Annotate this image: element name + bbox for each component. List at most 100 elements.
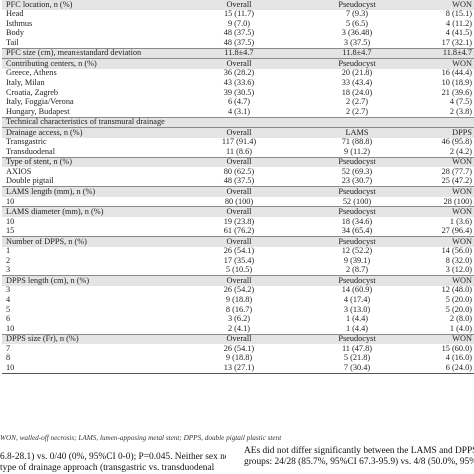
- overall-value: 17 (35.4): [223, 256, 255, 265]
- group-a-value: Pseudocyst: [298, 186, 416, 197]
- overall-value: 26 (54.2): [223, 285, 255, 295]
- group-b-value: 10 (18.9): [441, 78, 472, 87]
- table-row: Tail 48 (37.5) 3 (37.5) 17 (32.1): [2, 38, 474, 48]
- group-a-value: [298, 116, 416, 128]
- group-b-value: WON: [416, 186, 474, 197]
- row-label: 1: [6, 246, 11, 256]
- group-a-value: 11 (47.8): [341, 344, 373, 353]
- row-label: 8: [6, 353, 11, 363]
- group-a-value: 2 (2.7): [345, 97, 369, 107]
- overall-value: 117 (91.4): [221, 137, 257, 147]
- overall-value: 80 (100): [224, 196, 254, 206]
- table-row: 3 26 (54.2) 14 (60.9) 12 (48.0): [2, 286, 474, 296]
- group-b-value: 2 (8.0): [449, 314, 472, 324]
- overall-value: 2 (4.1): [227, 324, 251, 333]
- overall-value: 13 (27.1): [180, 363, 298, 374]
- group-b-value: 2 (4.2): [449, 147, 472, 156]
- row-label: Number of DPPS, n (%): [2, 236, 180, 247]
- table-row: 5 8 (16.7) 3 (13.0) 5 (20.0): [2, 305, 474, 315]
- row-label: 5: [6, 304, 11, 314]
- group-a-value: Pseudocyst: [298, 206, 416, 218]
- table-row: Italy, Foggia/Verona 6 (4.7) 2 (2.7) 4 (7.5…: [2, 97, 474, 107]
- group-a-value: 5 (21.8): [343, 353, 371, 363]
- row-label: Head: [6, 9, 24, 19]
- row-label: 3: [6, 285, 11, 295]
- overall-value: Overall: [180, 156, 298, 168]
- group-a-value: 3 (13.0): [343, 304, 371, 314]
- table-row: Transduodenal 11 (8.6) 9 (11.2) 2 (4.2): [2, 147, 474, 157]
- overall-value: 26 (54.1): [223, 344, 255, 353]
- row-label: 10: [6, 196, 15, 206]
- group-b-value: 4 (7.5): [449, 97, 472, 107]
- overall-value: Overall: [180, 333, 298, 345]
- overall-value: 15 (11.7): [223, 9, 255, 19]
- group-b-value: WON: [416, 156, 474, 168]
- row-label: 10: [2, 363, 180, 374]
- group-a-value: Pseudocyst: [298, 58, 416, 69]
- row-label: 10: [6, 217, 15, 226]
- overall-value: 8 (16.7): [225, 304, 253, 314]
- row-label: 4: [6, 295, 11, 305]
- table-row: 6 3 (6.2) 1 (4.4) 2 (8.0): [2, 315, 474, 325]
- overall-value: Overall: [180, 236, 298, 247]
- table-section-header-row: LAMS length (mm), n (%) Overall Pseudocyst…: [2, 186, 474, 197]
- table-section-header-row: DPPS size (Fr), n (%) Overall Pseudocyst WO…: [2, 333, 474, 345]
- table-section-header-row: PFC location, n (%) Overall Pseudocyst WON: [2, 0, 474, 10]
- table-row: 2 17 (35.4) 9 (39.1) 8 (32.0): [2, 256, 474, 266]
- group-b-value: WON: [416, 333, 474, 345]
- row-label: Italy, Foggia/Verona: [6, 97, 74, 107]
- group-a-value: 33 (43.4): [341, 78, 373, 87]
- group-b-value: 21 (39.6): [441, 87, 472, 97]
- group-a-value: 7 (9.3): [345, 9, 369, 19]
- body-text-line: groups: 24/28 (85.7%, 95%CI 67.3-95.9) v…: [244, 457, 474, 467]
- table-row: 10 80 (100) 52 (100) 28 (100): [2, 197, 474, 207]
- row-label: DPPS length (cm), n (%): [2, 275, 180, 286]
- overall-value: 19 (23.8): [223, 217, 255, 226]
- group-b-value: WON: [416, 58, 474, 69]
- body-text-line: type of drainage approach (transgastric …: [0, 463, 215, 473]
- group-b-value: DPPS: [416, 127, 474, 138]
- group-a-value: 20 (21.8): [341, 68, 373, 78]
- row-label: 2: [6, 256, 11, 265]
- group-b-value: 11.8±4.7: [416, 47, 474, 59]
- row-label: 15: [6, 226, 15, 236]
- group-b-value: 25 (47.2): [441, 176, 472, 186]
- table-row: Hungary, Budapest 4 (3.1) 2 (2.7) 2 (3.8): [2, 107, 474, 117]
- row-label: AXIOS: [6, 167, 32, 176]
- table-row: Transgastric 117 (91.4) 71 (88.8) 46 (95.8): [2, 138, 474, 148]
- overall-value: 26 (54.1): [223, 246, 255, 256]
- group-a-value: 18 (24.0): [341, 87, 373, 97]
- overall-value: [180, 116, 298, 128]
- group-b-value: WON: [416, 206, 474, 218]
- table-row: 8 9 (18.8) 5 (21.8) 4 (16.0): [2, 354, 474, 364]
- row-label: Tail: [6, 38, 19, 47]
- group-a-value: 34 (65.4): [341, 226, 373, 236]
- group-b-value: 5 (20.0): [445, 295, 472, 305]
- row-label: 10: [6, 324, 15, 333]
- group-a-value: Pseudocyst: [298, 236, 416, 247]
- group-a-value: 9 (39.1): [343, 256, 371, 265]
- table-section-header-row: Number of DPPS, n (%) Overall Pseudocyst WO…: [2, 236, 474, 247]
- table-section-header-row: PFC size (cm), mean±standard deviation 11…: [2, 47, 474, 59]
- overall-value: 9 (7.0): [227, 19, 251, 28]
- group-a-value: 52 (100): [342, 196, 372, 206]
- group-a-value: 2 (8.7): [345, 265, 369, 275]
- group-a-value: 2 (2.7): [345, 107, 369, 116]
- table-row: Croatia, Zagreb 39 (30.5) 18 (24.0) 21 (39.…: [2, 88, 474, 98]
- overall-value: 5 (10.5): [225, 265, 253, 275]
- row-label: Contributing centers, n (%): [2, 58, 180, 69]
- row-label: 6: [6, 314, 11, 324]
- group-b-value: 6 (24.0): [416, 363, 474, 374]
- table-row: Greece, Athens 36 (28.2) 20 (21.8) 16 (44.4…: [2, 69, 474, 79]
- group-a-value: 12 (52.2): [341, 246, 373, 256]
- group-a-value: Pseudocyst: [298, 333, 416, 345]
- table-row: Isthmus 9 (7.0) 5 (6.5) 4 (11.2): [2, 19, 474, 29]
- table-row: 7 26 (54.1) 11 (47.8) 15 (60.0): [2, 344, 474, 354]
- table-section-header-row: Drainage access, n (%) Overall LAMS DPPS: [2, 127, 474, 138]
- overall-value: 48 (37.5): [223, 28, 255, 38]
- row-label: 3: [6, 265, 11, 275]
- table-row: Head 15 (11.7) 7 (9.3) 8 (15.1): [2, 10, 474, 20]
- group-a-value: 4 (17.4): [343, 295, 371, 305]
- overall-value: 36 (28.2): [223, 68, 255, 78]
